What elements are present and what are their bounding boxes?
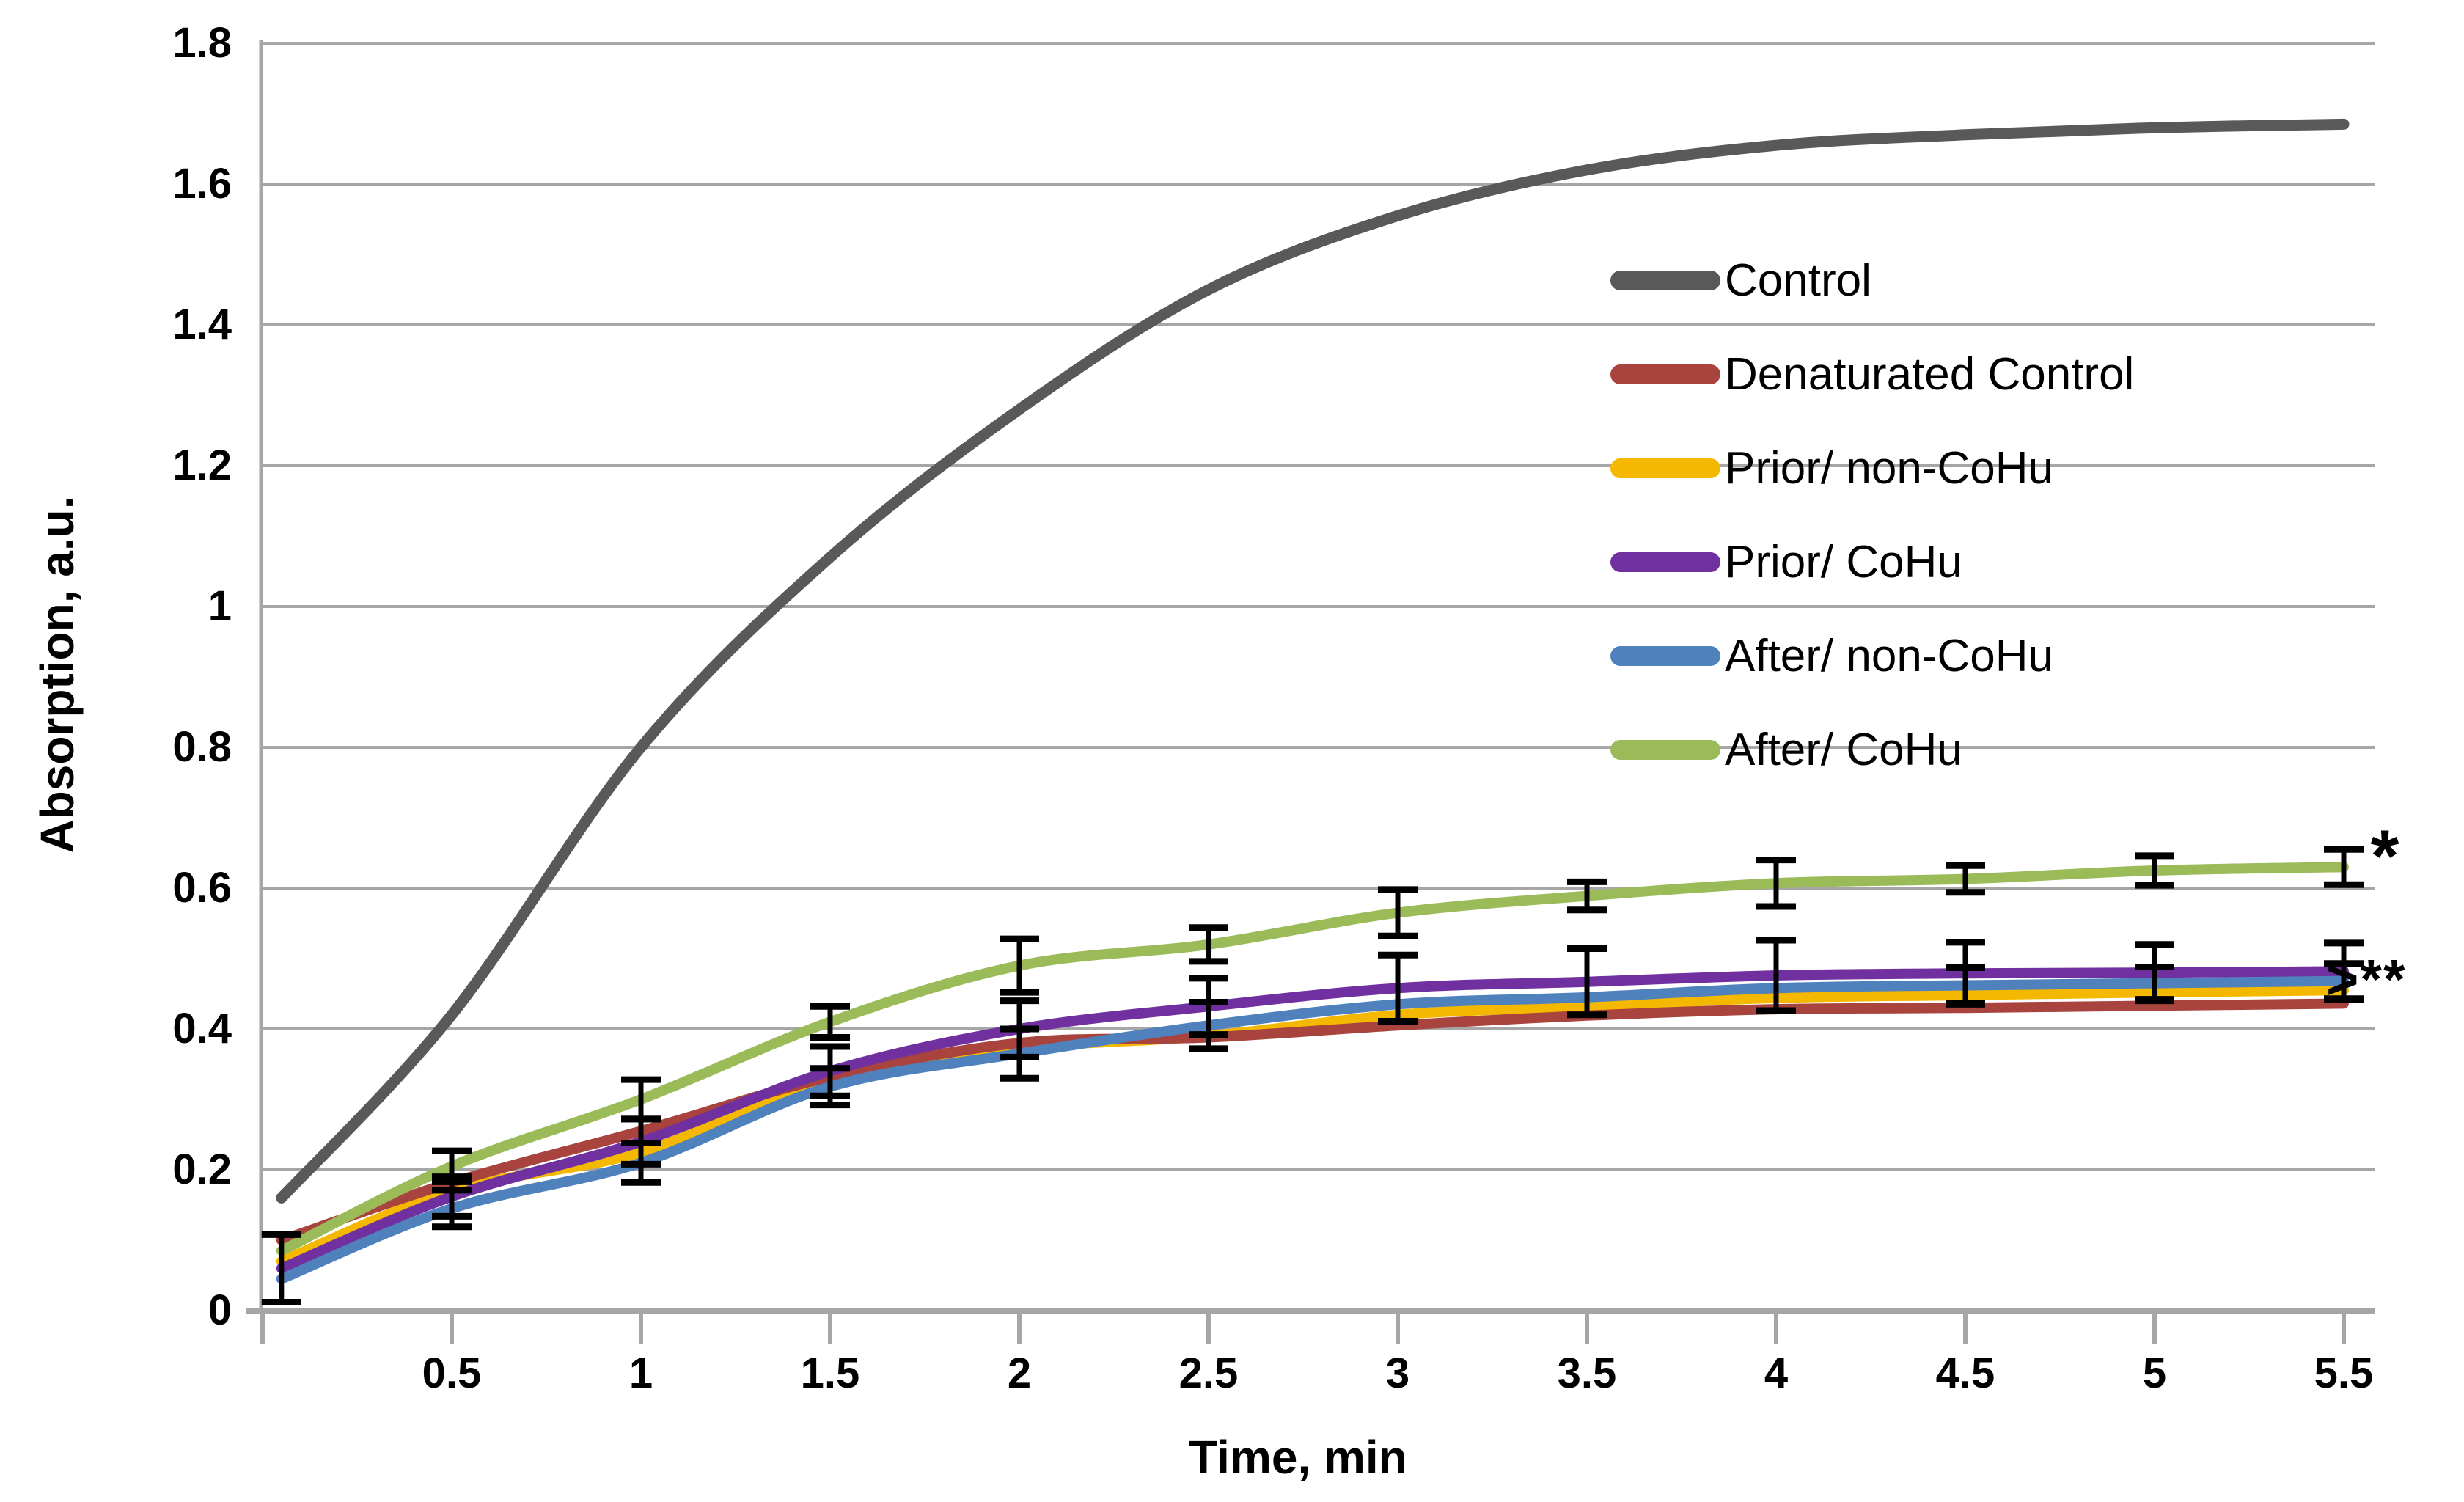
y-axis-title: Absorption, a.u. bbox=[31, 496, 84, 854]
x-tick-label-5.5: 5.5 bbox=[2314, 1349, 2374, 1397]
y-tick-label-0.2: 0.2 bbox=[172, 1146, 232, 1193]
y-tick-label-1.4: 1.4 bbox=[172, 301, 232, 348]
legend-label-after-non-cohu: After/ non-CoHu bbox=[1725, 630, 2053, 681]
legend-swatch-after-cohu bbox=[1610, 739, 1720, 760]
legend-item-after-cohu: After/ CoHu bbox=[1610, 703, 2134, 796]
legend-label-control: Control bbox=[1725, 254, 1871, 306]
legend-item-after-non-cohu: After/ non-CoHu bbox=[1610, 609, 2134, 703]
legend-label-prior-cohu: Prior/ CoHu bbox=[1725, 536, 1962, 587]
x-tick-label-1: 1 bbox=[628, 1349, 653, 1397]
legend-label-prior-non-cohu: Prior/ non-CoHu bbox=[1725, 442, 2053, 494]
y-tick-label-0: 0 bbox=[208, 1286, 232, 1334]
legend-item-prior-non-cohu: Prior/ non-CoHu bbox=[1610, 421, 2134, 515]
x-tick-label-5: 5 bbox=[2142, 1349, 2167, 1397]
x-tick-label-4: 4 bbox=[1764, 1349, 1789, 1397]
legend-label-after-cohu: After/ CoHu bbox=[1725, 724, 1962, 775]
x-axis-title: Time, min bbox=[1189, 1431, 1407, 1484]
y-tick-label-1.6: 1.6 bbox=[172, 160, 232, 208]
x-tick-label-1.5: 1.5 bbox=[800, 1349, 860, 1397]
x-tick-label-4.5: 4.5 bbox=[1935, 1349, 1995, 1397]
legend-swatch-prior-non-cohu bbox=[1610, 458, 1720, 478]
legend-label-denaturated-control: Denaturated Control bbox=[1725, 348, 2135, 400]
y-tick-label-1.8: 1.8 bbox=[172, 19, 232, 67]
legend: Control Denaturated Control Prior/ non-C… bbox=[1610, 233, 2134, 796]
legend-swatch-denaturated-control bbox=[1610, 364, 1720, 384]
x-tick-label-3.5: 3.5 bbox=[1557, 1349, 1617, 1397]
y-tick-label-1.2: 1.2 bbox=[172, 442, 232, 489]
legend-swatch-control bbox=[1610, 270, 1720, 290]
y-tick-label-0.4: 0.4 bbox=[172, 1005, 232, 1052]
annotation-significance-star: * bbox=[2370, 815, 2399, 898]
y-tick-label-0.6: 0.6 bbox=[172, 864, 232, 912]
legend-swatch-after-non-cohu bbox=[1610, 645, 1720, 666]
y-tick-label-0.8: 0.8 bbox=[172, 723, 232, 771]
legend-item-prior-cohu: Prior/ CoHu bbox=[1610, 515, 2134, 609]
legend-item-control: Control bbox=[1610, 233, 2134, 327]
annotation-significance-double-star: >** bbox=[2326, 948, 2407, 1011]
legend-item-denaturated-control: Denaturated Control bbox=[1610, 327, 2134, 421]
y-tick-label-1: 1 bbox=[208, 582, 232, 630]
x-tick-label-0.5: 0.5 bbox=[422, 1349, 482, 1397]
legend-swatch-prior-cohu bbox=[1610, 552, 1720, 572]
x-tick-label-2: 2 bbox=[1007, 1349, 1032, 1397]
x-tick-label-2.5: 2.5 bbox=[1178, 1349, 1239, 1397]
x-tick-label-3: 3 bbox=[1385, 1349, 1410, 1397]
